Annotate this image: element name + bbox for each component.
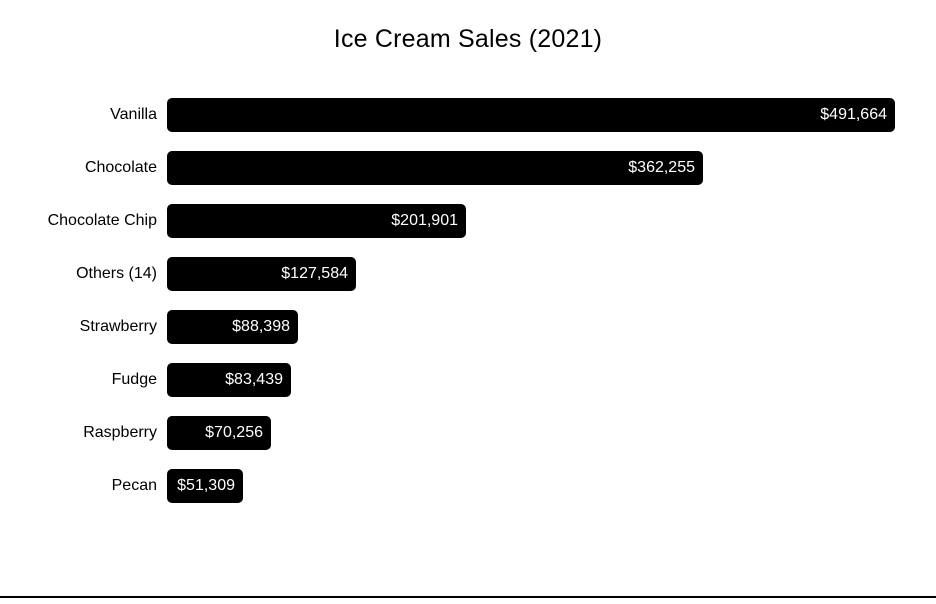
bar-track: $491,664: [167, 98, 936, 132]
bar-track: $88,398: [167, 310, 936, 344]
category-label: Fudge: [111, 371, 157, 388]
bar-row: Vanilla $491,664: [0, 98, 936, 132]
bar-track: $83,439: [167, 363, 936, 397]
bar: $51,309: [167, 469, 243, 503]
bar-chart: Vanilla $491,664 Chocolate $362,255 Chocolat…: [0, 98, 936, 503]
category-label: Raspberry: [83, 424, 157, 441]
bar-row: Fudge $83,439: [0, 363, 936, 397]
bottom-rule: [0, 596, 936, 598]
chart-title: Ice Cream Sales (2021): [333, 25, 603, 53]
value-label: $201,901: [391, 212, 458, 229]
bar-row: Others (14) $127,584: [0, 257, 936, 291]
bar-track: $127,584: [167, 257, 936, 291]
bar-track: $201,901: [167, 204, 936, 238]
bar-row: Raspberry $70,256: [0, 416, 936, 450]
category-label: Chocolate: [84, 159, 157, 176]
value-label: $88,398: [232, 318, 290, 335]
category-label: Vanilla: [110, 106, 157, 123]
value-label: $70,256: [205, 424, 263, 441]
category-label: Pecan: [111, 477, 157, 494]
bar-track: $362,255: [167, 151, 936, 185]
bar-row: Chocolate $362,255: [0, 151, 936, 185]
value-label: $491,664: [820, 106, 887, 123]
bar-row: Pecan $51,309: [0, 469, 936, 503]
bar: $362,255: [167, 151, 703, 185]
bar: $127,584: [167, 257, 356, 291]
value-label: $127,584: [281, 265, 348, 282]
bar: $491,664: [167, 98, 895, 132]
bar: $83,439: [167, 363, 291, 397]
bar-row: Strawberry $88,398: [0, 310, 936, 344]
bar-track: $51,309: [167, 469, 936, 503]
value-label: $83,439: [225, 371, 283, 388]
bar-row: Chocolate Chip $201,901: [0, 204, 936, 238]
bar: $88,398: [167, 310, 298, 344]
category-label: Strawberry: [79, 318, 157, 335]
bar: $201,901: [167, 204, 466, 238]
bar: $70,256: [167, 416, 271, 450]
bar-track: $70,256: [167, 416, 936, 450]
value-label: $362,255: [628, 159, 695, 176]
category-label: Chocolate Chip: [47, 212, 157, 229]
category-label: Others (14): [76, 265, 157, 282]
value-label: $51,309: [177, 477, 235, 494]
